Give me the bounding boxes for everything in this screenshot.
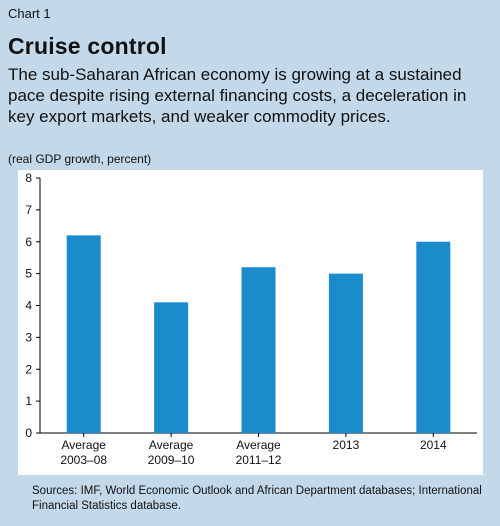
bar [328, 273, 363, 433]
x-tick-label: 2013 [333, 438, 360, 452]
bar [154, 302, 189, 433]
x-tick-label: Average [236, 438, 281, 452]
y-tick-label: 0 [25, 426, 32, 440]
x-tick-label: 2003–08 [60, 453, 107, 467]
y-tick-label: 5 [25, 267, 32, 281]
plot-area: 0 1 2 3 4 5 6 7 8 Average 2003–08 Average 2009–10 Ave… [18, 170, 483, 475]
bar [241, 267, 276, 433]
y-tick-label: 7 [25, 203, 32, 217]
chart-title: Cruise control [8, 33, 167, 59]
chart-number-label: Chart 1 [8, 6, 51, 21]
bar-chart: 012345678Average2003–08Average2009–10Ave… [25, 171, 477, 467]
y-tick-label: 6 [25, 235, 32, 249]
y-tick-label: 4 [25, 299, 32, 313]
bar [66, 235, 101, 433]
y-tick-label: 8 [25, 171, 32, 185]
source-note: Sources: IMF, World Economic Outlook and… [32, 485, 482, 512]
x-tick-label: 2011–12 [236, 453, 282, 467]
x-tick-label: Average [61, 438, 106, 452]
unit-label: (real GDP growth, percent) [8, 152, 152, 166]
x-tick-label: 2014 [420, 438, 447, 452]
x-tick-label: 2009–10 [148, 453, 195, 467]
y-tick-label: 1 [25, 394, 32, 408]
chart-subtitle: The sub-Saharan African economy is growi… [8, 65, 467, 126]
y-tick-label: 3 [25, 330, 32, 344]
bar [416, 241, 451, 433]
y-tick-label: 2 [25, 362, 32, 376]
x-tick-label: Average [149, 438, 194, 452]
